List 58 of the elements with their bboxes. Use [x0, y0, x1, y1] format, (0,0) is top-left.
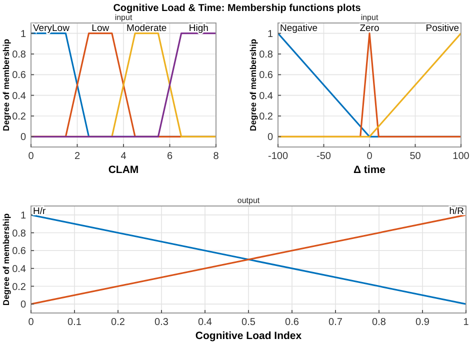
chart-subtitle: input [114, 13, 133, 22]
series-label: Negative [280, 23, 318, 34]
x-tick-label: 0.6 [285, 317, 300, 328]
series-label: H/r [33, 206, 46, 217]
x-tick-label: 50 [410, 151, 422, 162]
x-tick-label: 6 [166, 151, 173, 162]
series-label: h/R [449, 206, 464, 217]
y-tick-label: 0.4 [12, 90, 26, 102]
y-tick-label: 0.8 [12, 50, 26, 60]
y-tick-label: 0.2 [12, 282, 26, 293]
x-tick-label: 1 [463, 317, 470, 328]
y-tick-label: 0.6 [12, 246, 26, 258]
x-tick-label: 0.8 [372, 317, 386, 328]
x-tick-label: -50 [316, 151, 332, 162]
x-tick-label: 0.1 [68, 317, 82, 328]
y-tick-label: 0.6 [12, 70, 26, 82]
chart-subtitle: output [237, 196, 260, 205]
x-tick-label: 0 [366, 151, 373, 162]
y-tick-label: 0.2 [12, 112, 26, 122]
x-tick-label: 4 [120, 151, 127, 162]
y-tick-label: 0.8 [259, 50, 274, 60]
x-tick-label: 0 [28, 151, 34, 162]
series-label: Low [92, 23, 110, 34]
x-tick-label: 100 [452, 151, 470, 162]
x-tick-label: 0.3 [154, 317, 169, 328]
x-tick-label: 0 [28, 317, 34, 328]
y-tick-label: 0 [20, 300, 26, 311]
x-tick-label: 8 [213, 151, 220, 162]
x-tick-label: 0.4 [198, 317, 212, 328]
x-axis-title: Cognitive Load Index [195, 330, 302, 342]
text: Cognitive Load & Time: Membership functions plots [113, 3, 362, 14]
y-tick-label: 0.4 [259, 90, 274, 102]
y-tick-label: 1 [20, 28, 26, 40]
y-axis-title: Degree of membership [1, 213, 11, 306]
y-tick-label: 0 [267, 132, 274, 144]
y-axis-title: Degree of membership [1, 38, 11, 132]
y-tick-label: 1 [20, 210, 26, 222]
x-axis-title: CLAM [108, 164, 139, 176]
y-tick-label: 1 [267, 28, 274, 40]
chart-subtitle: input [360, 13, 379, 22]
x-tick-label: 0.2 [111, 317, 126, 328]
x-tick-label: 0.9 [416, 317, 430, 328]
y-tick-label: 0 [20, 132, 26, 144]
series-label: High [188, 23, 208, 34]
series-label: Moderate [126, 23, 167, 34]
y-tick-label: 0.8 [12, 228, 26, 240]
x-tick-label: 2 [74, 151, 80, 162]
x-tick-label: 0.7 [328, 317, 343, 328]
series-label: Zero [360, 23, 380, 34]
y-tick-label: 0.2 [259, 112, 274, 122]
x-tick-label: -100 [268, 151, 288, 162]
series-label: Positive [426, 23, 459, 34]
series-label: VeryLow [33, 23, 70, 34]
y-tick-label: 0.6 [259, 70, 274, 82]
y-tick-label: 0.4 [12, 264, 26, 275]
x-axis-title: Δ time [353, 164, 386, 176]
x-tick-label: 0.5 [242, 317, 256, 328]
y-axis-title: Degree of membership [248, 38, 258, 132]
